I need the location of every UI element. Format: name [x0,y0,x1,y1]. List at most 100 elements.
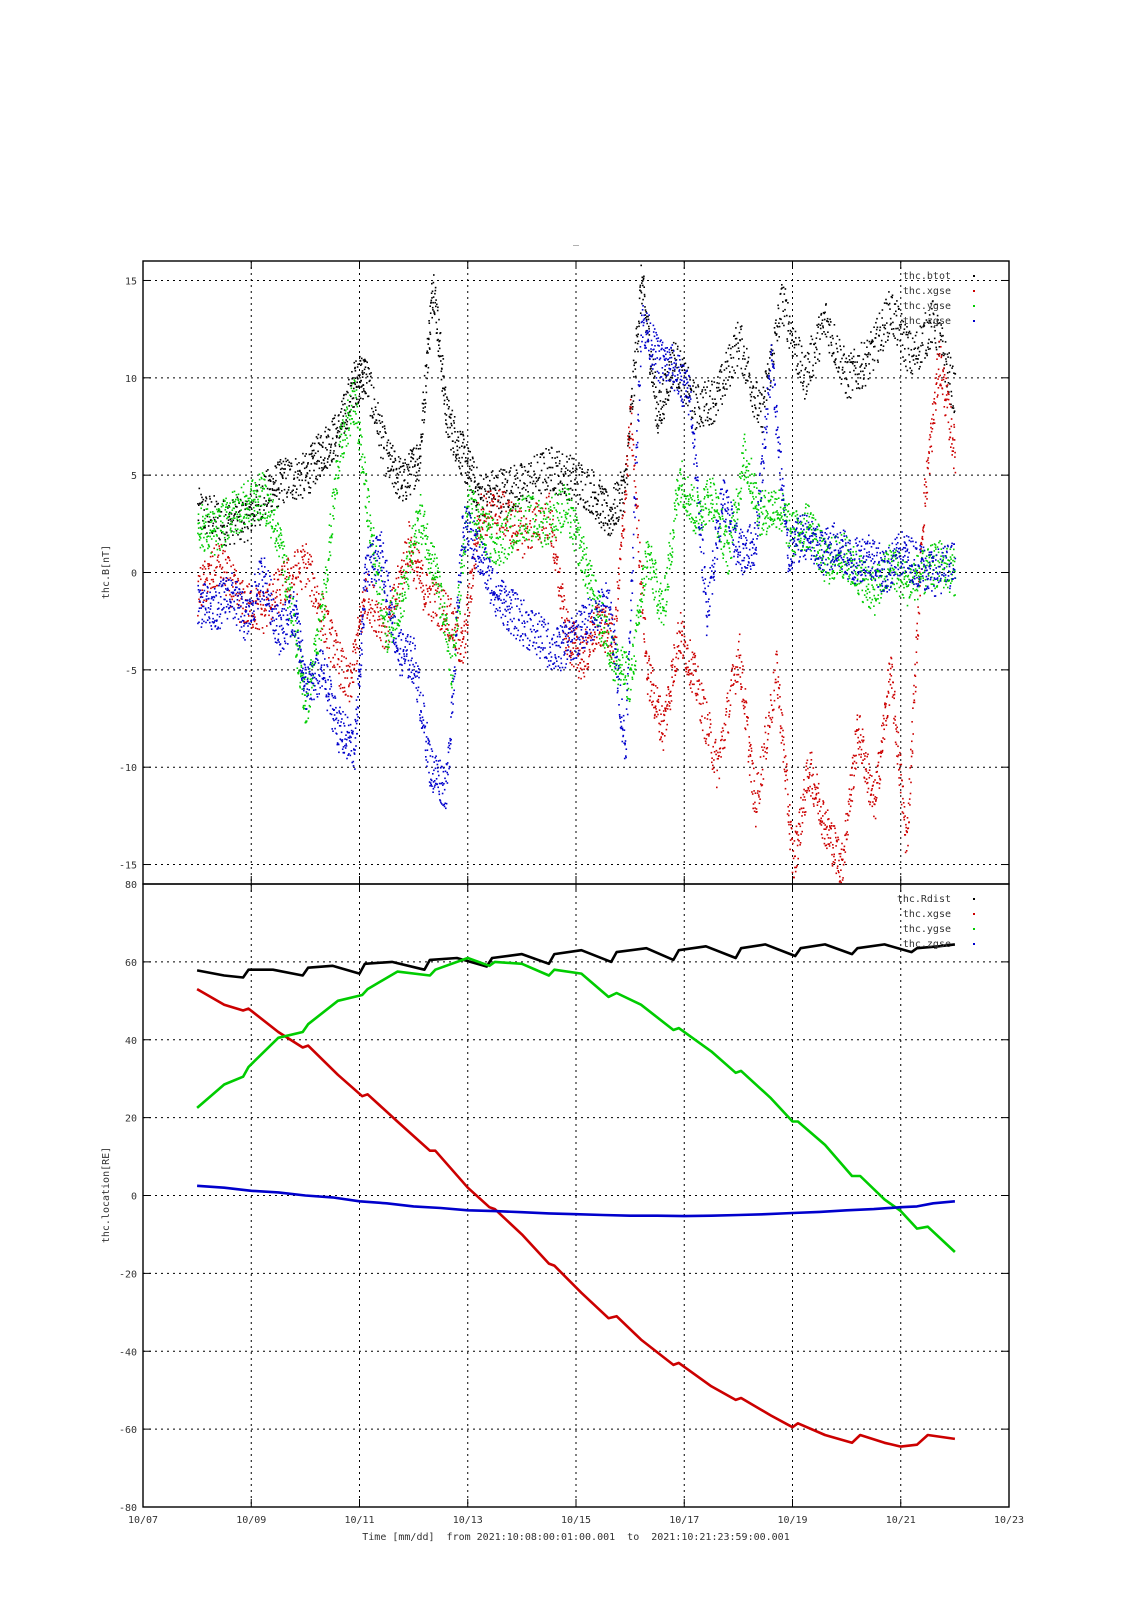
data-point [685,670,687,673]
data-point [359,355,361,358]
data-point [362,388,365,390]
data-point [925,349,927,352]
data-point [625,463,628,466]
data-point [937,368,940,371]
data-point [423,596,425,598]
data-point [207,520,210,523]
data-point [861,363,863,365]
data-point [691,672,693,674]
data-point [248,615,250,617]
data-point [441,628,443,630]
data-point [569,487,572,490]
data-point [883,717,885,720]
data-point [551,510,553,512]
data-point [275,489,277,492]
data-point [416,458,419,461]
data-point [525,532,528,534]
data-point [502,473,504,475]
data-point [681,630,683,633]
data-point [472,466,475,469]
data-point [917,606,919,608]
data-point [587,663,589,665]
data-point [581,658,583,661]
data-point [387,455,390,457]
data-point [827,837,830,839]
data-point [931,341,933,344]
data-point [568,458,570,460]
data-point [802,793,805,796]
data-point [874,345,876,348]
data-point [859,366,861,368]
data-point [568,619,570,622]
data-point [854,733,857,735]
data-point [285,460,288,463]
data-point [859,377,862,379]
data-point [838,859,840,862]
data-point [850,352,852,354]
data-point [322,597,325,600]
data-point [333,458,335,460]
data-point [298,479,301,481]
data-point [736,673,738,676]
data-point [415,587,418,590]
data-point [326,646,328,649]
data-point [603,529,606,532]
data-point [770,348,773,351]
data-point [777,697,779,699]
data-point [585,501,587,503]
data-point [620,533,623,535]
data-point [441,625,443,627]
data-point [270,608,272,610]
data-point [909,804,911,806]
data-point [868,763,870,765]
data-point [778,705,781,708]
data-point [918,612,921,615]
data-point [695,670,697,673]
data-point [298,572,301,575]
data-point [428,587,430,589]
data-point [642,277,645,279]
data-point [371,407,373,410]
data-point [442,375,444,377]
data-point [429,331,431,334]
data-point [215,516,217,518]
data-point [244,591,246,593]
data-point [609,509,611,511]
data-point [644,314,647,316]
data-point [629,407,632,410]
data-point [490,504,493,507]
data-point [951,443,953,445]
data-point [254,616,256,618]
data-point [278,611,280,614]
data-point [298,568,301,570]
data-point [762,749,764,751]
data-point [274,481,276,484]
data-point [779,317,781,320]
data-point [509,470,511,472]
data-point [705,701,708,704]
data-point [212,522,215,525]
data-point [678,650,680,652]
data-point [485,497,487,500]
data-point [752,807,754,810]
data-point [461,431,464,433]
data-point [901,319,903,322]
data-point [233,507,235,510]
data-point [331,437,334,440]
data-point [521,542,524,545]
data-point [933,321,935,324]
data-point [914,675,917,677]
data-point [953,426,956,428]
data-point [954,373,957,375]
data-point [526,471,529,473]
data-point [764,390,766,392]
data-point [434,286,437,289]
data-point [266,588,269,591]
data-point [530,476,533,479]
data-point [702,396,704,399]
data-point [377,433,380,435]
data-point [405,542,408,544]
data-point [202,573,205,576]
data-point [407,538,410,540]
data-point [201,528,204,530]
